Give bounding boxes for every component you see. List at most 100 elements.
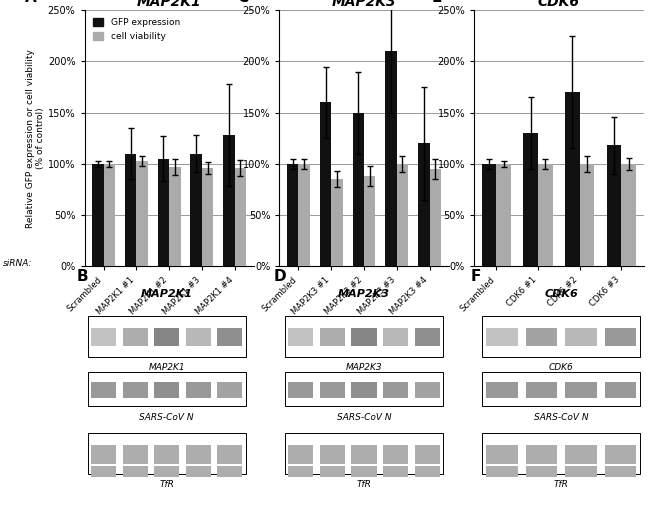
Bar <box>223 135 235 266</box>
Bar <box>430 169 441 266</box>
FancyBboxPatch shape <box>383 328 408 347</box>
FancyBboxPatch shape <box>154 465 179 477</box>
FancyBboxPatch shape <box>320 445 345 463</box>
FancyBboxPatch shape <box>122 445 148 463</box>
FancyBboxPatch shape <box>91 465 116 477</box>
Text: TfR: TfR <box>357 480 371 489</box>
Bar <box>92 164 103 266</box>
Text: MAP2K1: MAP2K1 <box>140 289 192 299</box>
Bar <box>523 133 538 266</box>
Text: E: E <box>432 0 442 5</box>
Bar <box>320 102 332 266</box>
Text: D: D <box>274 269 286 284</box>
Title: MAP2K1: MAP2K1 <box>137 0 202 9</box>
FancyBboxPatch shape <box>486 445 518 463</box>
FancyBboxPatch shape <box>566 445 597 463</box>
FancyBboxPatch shape <box>352 445 376 463</box>
FancyBboxPatch shape <box>91 382 116 398</box>
FancyBboxPatch shape <box>383 382 408 398</box>
Y-axis label: Relative GFP expression or cell viability
(% of control): Relative GFP expression or cell viabilit… <box>25 49 45 228</box>
FancyBboxPatch shape <box>383 445 408 463</box>
Text: SARS-CoV N: SARS-CoV N <box>139 413 194 422</box>
Bar <box>332 179 343 266</box>
FancyBboxPatch shape <box>526 445 557 463</box>
Bar <box>136 161 148 266</box>
FancyBboxPatch shape <box>352 465 376 477</box>
Bar <box>385 51 396 266</box>
FancyBboxPatch shape <box>352 328 376 347</box>
FancyBboxPatch shape <box>88 372 246 406</box>
FancyBboxPatch shape <box>88 316 246 356</box>
FancyBboxPatch shape <box>604 465 636 477</box>
FancyBboxPatch shape <box>217 445 242 463</box>
FancyBboxPatch shape <box>288 445 313 463</box>
FancyBboxPatch shape <box>486 465 518 477</box>
Bar <box>396 164 408 266</box>
FancyBboxPatch shape <box>415 382 440 398</box>
FancyBboxPatch shape <box>604 445 636 463</box>
FancyBboxPatch shape <box>320 465 345 477</box>
Title: MAP2K3: MAP2K3 <box>332 0 396 9</box>
FancyBboxPatch shape <box>217 382 242 398</box>
FancyBboxPatch shape <box>285 372 443 406</box>
Text: CDK6: CDK6 <box>545 289 578 299</box>
Bar <box>364 176 376 266</box>
Text: SARS-CoV N: SARS-CoV N <box>534 413 589 422</box>
FancyBboxPatch shape <box>482 433 640 474</box>
FancyBboxPatch shape <box>285 316 443 356</box>
Bar <box>287 164 298 266</box>
Text: MAP2K1: MAP2K1 <box>148 364 185 372</box>
FancyBboxPatch shape <box>88 433 246 474</box>
FancyBboxPatch shape <box>186 445 211 463</box>
Bar <box>103 164 115 266</box>
FancyBboxPatch shape <box>186 382 211 398</box>
Text: C: C <box>237 0 248 5</box>
FancyBboxPatch shape <box>415 445 440 463</box>
FancyBboxPatch shape <box>217 328 242 347</box>
FancyBboxPatch shape <box>604 328 636 347</box>
FancyBboxPatch shape <box>486 382 518 398</box>
FancyBboxPatch shape <box>566 465 597 477</box>
FancyBboxPatch shape <box>288 465 313 477</box>
FancyBboxPatch shape <box>526 328 557 347</box>
FancyBboxPatch shape <box>566 328 597 347</box>
FancyBboxPatch shape <box>154 382 179 398</box>
Text: F: F <box>471 269 481 284</box>
FancyBboxPatch shape <box>383 465 408 477</box>
FancyBboxPatch shape <box>415 465 440 477</box>
Text: TfR: TfR <box>554 480 569 489</box>
Title: CDK6: CDK6 <box>538 0 580 9</box>
FancyBboxPatch shape <box>122 328 148 347</box>
FancyBboxPatch shape <box>415 328 440 347</box>
FancyBboxPatch shape <box>91 328 116 347</box>
FancyBboxPatch shape <box>320 382 345 398</box>
Bar <box>482 164 497 266</box>
Text: TfR: TfR <box>159 480 174 489</box>
FancyBboxPatch shape <box>320 328 345 347</box>
FancyBboxPatch shape <box>604 382 636 398</box>
Text: siRNA:: siRNA: <box>3 259 32 268</box>
Bar <box>606 145 621 266</box>
FancyBboxPatch shape <box>526 465 557 477</box>
Text: MAP2K3: MAP2K3 <box>346 364 382 372</box>
Bar <box>158 159 169 266</box>
FancyBboxPatch shape <box>154 328 179 347</box>
FancyBboxPatch shape <box>288 382 313 398</box>
Text: CDK6: CDK6 <box>549 364 574 372</box>
Bar <box>538 164 552 266</box>
FancyBboxPatch shape <box>122 382 148 398</box>
Legend: GFP expression, cell viability: GFP expression, cell viability <box>89 15 183 45</box>
Text: A: A <box>25 0 37 5</box>
Bar <box>418 143 430 266</box>
FancyBboxPatch shape <box>186 328 211 347</box>
FancyBboxPatch shape <box>288 328 313 347</box>
FancyBboxPatch shape <box>91 445 116 463</box>
Bar <box>352 113 364 266</box>
FancyBboxPatch shape <box>352 382 376 398</box>
Bar <box>202 168 213 266</box>
Bar <box>125 154 136 266</box>
Bar <box>190 154 202 266</box>
FancyBboxPatch shape <box>486 328 518 347</box>
FancyBboxPatch shape <box>285 433 443 474</box>
Bar <box>565 92 580 266</box>
